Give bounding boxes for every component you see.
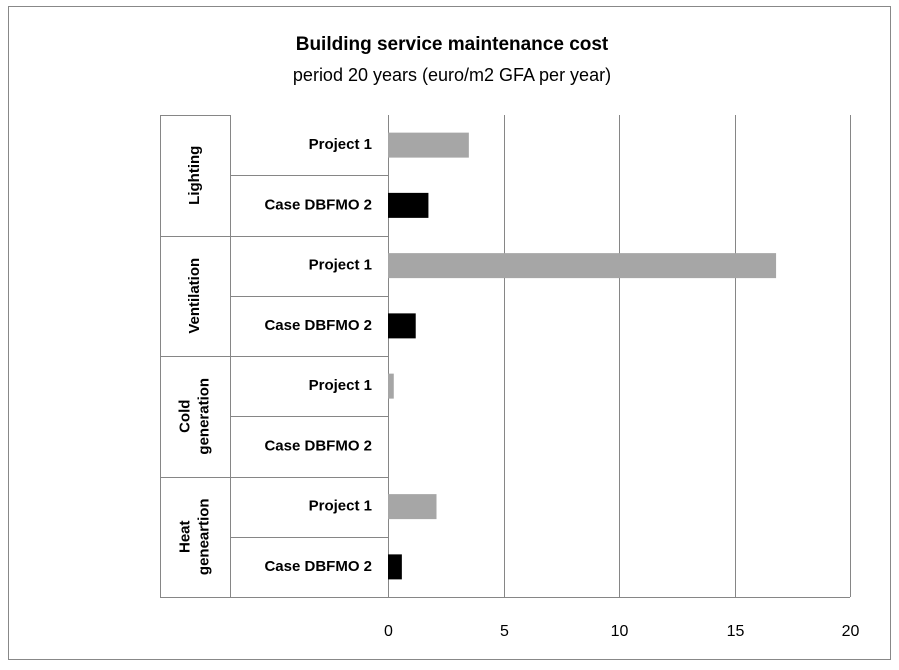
y-tick-label: Case DBFMO 2 [264, 437, 372, 454]
group-label: Heat geneartion [176, 498, 212, 575]
y-tick-label: Project 1 [309, 498, 372, 515]
bar [388, 313, 416, 339]
y-tick-label: Project 1 [309, 257, 372, 274]
y-tick-label: Project 1 [309, 377, 372, 394]
group-label: Lighting [186, 146, 203, 205]
x-tick-label: 20 [842, 623, 860, 640]
group-label: Cold generation [176, 378, 212, 455]
bar [388, 373, 394, 399]
chart-subtitle: period 20 years (euro/m2 GFA per year) [293, 65, 611, 85]
y-tick-label: Case DBFMO 2 [264, 196, 372, 213]
x-tick-label: 10 [611, 623, 629, 640]
x-tick-label: 15 [727, 623, 745, 640]
y-tick-label: Case DBFMO 2 [264, 317, 372, 334]
chart-title: Building service maintenance cost [296, 34, 609, 55]
chart-border [8, 6, 891, 660]
bar [388, 494, 437, 520]
x-tick-label: 5 [500, 623, 509, 640]
group-label: Ventilation [186, 258, 203, 334]
x-tick-label: 0 [384, 623, 393, 640]
bar [388, 192, 429, 218]
y-tick-label: Case DBFMO 2 [264, 558, 372, 575]
y-tick-label: Project 1 [309, 136, 372, 153]
bar [388, 253, 777, 279]
bar [388, 132, 469, 158]
bar [388, 554, 402, 580]
